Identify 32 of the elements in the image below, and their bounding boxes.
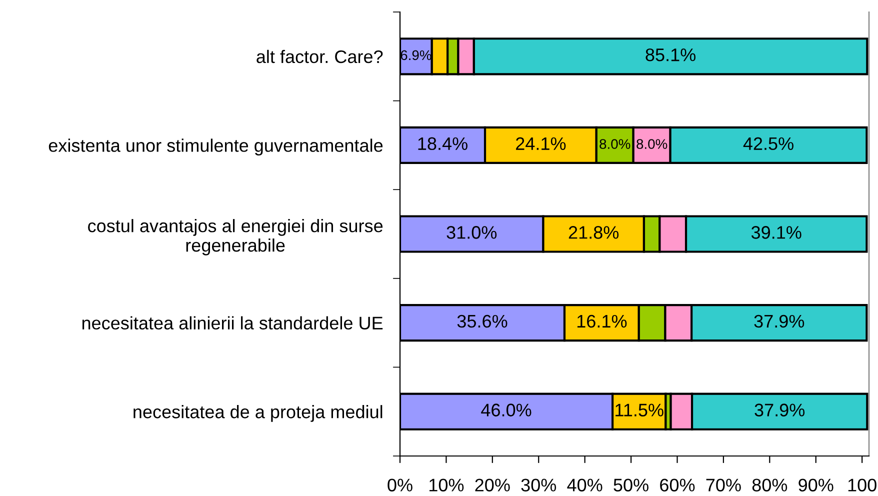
x-tick-label: 100 [848,478,876,492]
y-tick-label: alt factor. Care? [256,50,383,64]
x-tick-label: 30% [521,478,556,492]
data-label: 16.1% [577,314,627,328]
x-tick-label: 70% [706,478,741,492]
data-label: 24.1% [516,137,566,150]
x-tick-label: 40% [567,478,602,492]
x-tick-label: 20% [475,478,510,492]
data-label: 18.4% [418,137,468,150]
x-tick-label: 90% [798,478,834,492]
data-label: 42.5% [743,137,794,150]
y-tick-label: necesitatea de a proteja mediul [134,405,382,422]
data-label: 37.9% [754,404,805,416]
data-label: 21.8% [568,226,619,239]
data-label: 46.0% [481,404,532,416]
x-tick-label: 60% [660,478,695,492]
data-label: 85.1% [646,48,696,62]
x-tick-label: 50% [614,478,648,492]
x-tick-label: 80% [752,478,788,492]
x-tick-label: 10% [430,478,464,492]
data-label: 35.6% [457,314,508,328]
y-tick-label: costul avantajos al energiei din surse regenerabile [88,219,383,256]
data-label: 39.1% [751,226,802,239]
data-label: 11.5% [616,404,664,416]
x-tick-label: 0% [388,478,412,492]
data-label: 8.0% [600,139,630,149]
data-label: 8.0% [636,139,668,149]
y-tick-label: necesitatea alinierii la standardele UE [82,316,383,330]
data-label: 37.9% [754,314,804,328]
data-label: 6.9% [400,50,432,60]
data-label: 31.0% [446,226,497,239]
y-tick-label: existenta unor stimulente guvernamentale [48,138,383,156]
